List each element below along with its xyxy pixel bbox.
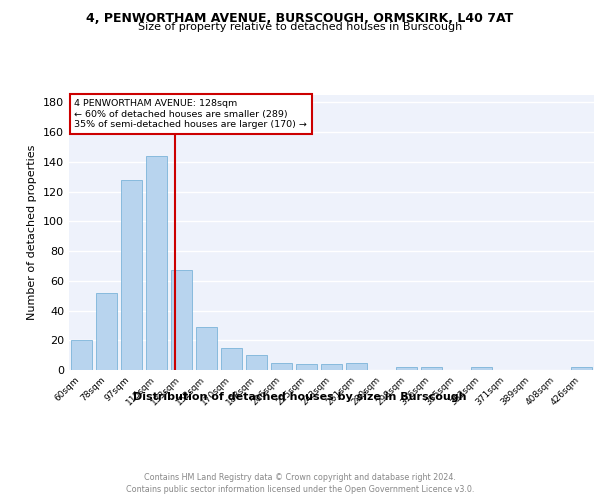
Text: Contains HM Land Registry data © Crown copyright and database right 2024.: Contains HM Land Registry data © Crown c…: [144, 472, 456, 482]
Bar: [296, 364, 317, 370]
Bar: [321, 364, 342, 370]
Text: 4 PENWORTHAM AVENUE: 128sqm
← 60% of detached houses are smaller (289)
35% of se: 4 PENWORTHAM AVENUE: 128sqm ← 60% of det…: [74, 99, 307, 129]
Text: Size of property relative to detached houses in Burscough: Size of property relative to detached ho…: [138, 22, 462, 32]
Bar: [396, 367, 417, 370]
Bar: [221, 348, 242, 370]
Bar: [171, 270, 192, 370]
Bar: [146, 156, 167, 370]
Bar: [346, 362, 367, 370]
Bar: [96, 292, 117, 370]
Bar: [246, 355, 267, 370]
Bar: [196, 327, 217, 370]
Text: 4, PENWORTHAM AVENUE, BURSCOUGH, ORMSKIRK, L40 7AT: 4, PENWORTHAM AVENUE, BURSCOUGH, ORMSKIR…: [86, 12, 514, 26]
Bar: [571, 367, 592, 370]
Bar: [71, 340, 92, 370]
Y-axis label: Number of detached properties: Number of detached properties: [28, 145, 37, 320]
Bar: [421, 367, 442, 370]
Bar: [271, 362, 292, 370]
Text: Contains public sector information licensed under the Open Government Licence v3: Contains public sector information licen…: [126, 485, 474, 494]
Bar: [471, 367, 492, 370]
Text: Distribution of detached houses by size in Burscough: Distribution of detached houses by size …: [133, 392, 467, 402]
Bar: [121, 180, 142, 370]
